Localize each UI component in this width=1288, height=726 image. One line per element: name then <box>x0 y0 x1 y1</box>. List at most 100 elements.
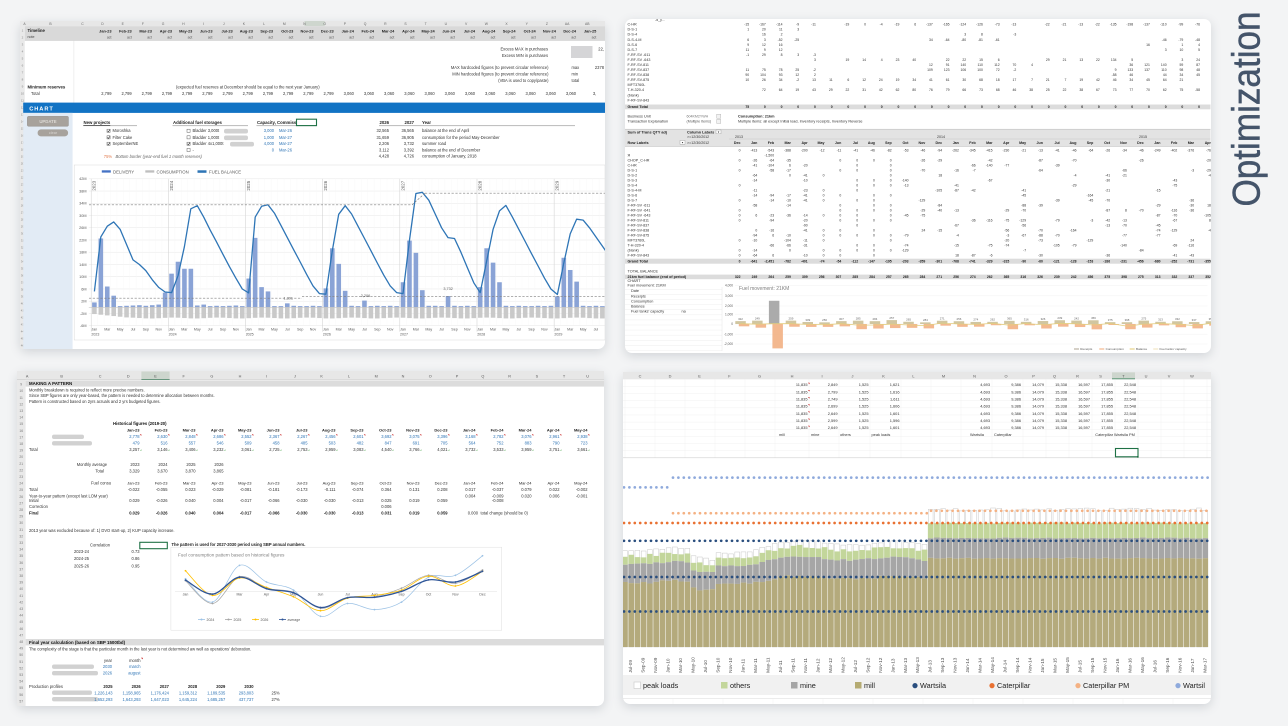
svg-text:723: 723 <box>580 440 588 445</box>
svg-text:4,000: 4,000 <box>725 283 733 287</box>
svg-text:24: 24 <box>879 78 883 82</box>
svg-text:C: C <box>81 22 84 26</box>
svg-text:326: 326 <box>1041 316 1046 320</box>
svg-text:604KM2YWH: 604KM2YWH <box>687 114 709 118</box>
svg-text:22: 22 <box>19 468 23 472</box>
svg-text:0: 0 <box>739 148 741 152</box>
svg-text:256: 256 <box>819 275 825 279</box>
svg-text:485: 485 <box>300 440 308 445</box>
svg-text:-140: -140 <box>1120 243 1127 247</box>
svg-text:Receipts: Receipts <box>1080 347 1092 351</box>
svg-text:Jun: Jun <box>835 141 841 145</box>
svg-text:0: 0 <box>271 147 274 152</box>
svg-text:0: 0 <box>873 203 875 207</box>
svg-text:-10: -10 <box>786 233 791 237</box>
svg-text:-29: -29 <box>1004 208 1009 212</box>
svg-text:May: May <box>579 327 586 331</box>
svg-text:-41: -41 <box>1055 148 1060 152</box>
svg-text:-3: -3 <box>813 52 816 56</box>
svg-text:-21: -21 <box>1061 22 1066 26</box>
svg-text:-94: -94 <box>937 148 942 152</box>
svg-text:309: 309 <box>802 275 808 279</box>
svg-text:0.019: 0.019 <box>409 510 420 515</box>
svg-text:29: 29 <box>1046 58 1050 62</box>
svg-text:10: 10 <box>20 91 24 95</box>
svg-text:3: 3 <box>814 58 816 62</box>
svg-text:14,079: 14,079 <box>1032 397 1044 402</box>
svg-text:Production profiles: Production profiles <box>29 684 63 689</box>
svg-text:0: 0 <box>856 183 858 187</box>
svg-text:2025-26: 2025-26 <box>74 563 90 568</box>
svg-text:(VBA is used to copy/paste): (VBA is used to copy/paste) <box>498 77 549 82</box>
svg-text:0: 0 <box>1148 105 1150 109</box>
svg-text:L: L <box>263 22 265 26</box>
svg-text:-73: -73 <box>995 22 1000 26</box>
svg-text:0: 0 <box>864 22 866 26</box>
svg-text:3,661: 3,661 <box>577 446 588 451</box>
svg-text:-41: -41 <box>803 193 808 197</box>
svg-text:0: 0 <box>839 233 841 237</box>
svg-text:Mar-27: Mar-27 <box>279 141 293 146</box>
svg-text:271: 271 <box>936 275 942 279</box>
svg-text:13: 13 <box>20 112 24 116</box>
svg-text:2M: 2M <box>81 299 86 303</box>
svg-text:-0.030: -0.030 <box>295 497 307 502</box>
svg-text:3,751: 3,751 <box>549 446 560 451</box>
svg-text:Wartsila: Wartsila <box>920 681 947 690</box>
svg-text:balance at the end of April: balance at the end of April <box>422 128 469 133</box>
svg-text:F: F <box>728 373 731 378</box>
svg-text:-104: -104 <box>784 238 791 242</box>
svg-text:D-S-4: D-S-4 <box>628 183 638 187</box>
svg-text:2,799: 2,799 <box>182 91 193 96</box>
svg-text:-231: -231 <box>1120 259 1127 263</box>
svg-text:-13: -13 <box>904 183 909 187</box>
svg-text:Caterpillar: Caterpillar <box>997 681 1031 690</box>
svg-text:-67: -67 <box>954 223 959 227</box>
svg-text:275: 275 <box>1138 275 1144 279</box>
svg-text:1: 1 <box>1181 42 1183 46</box>
svg-text:31: 31 <box>20 238 24 242</box>
svg-text:Jul: Jul <box>853 141 858 145</box>
svg-text:4,693: 4,693 <box>980 397 990 402</box>
svg-text:-80: -80 <box>961 37 966 41</box>
svg-text:Jan: Jan <box>400 327 406 331</box>
svg-text:-70: -70 <box>1122 223 1127 227</box>
svg-text:-0.017: -0.017 <box>239 497 251 502</box>
svg-text:22,548: 22,548 <box>1124 382 1136 387</box>
svg-text:K: K <box>242 22 245 26</box>
svg-text:68: 68 <box>996 88 1000 92</box>
svg-text:0: 0 <box>839 203 841 207</box>
svg-text:46: 46 <box>1113 78 1117 82</box>
svg-text:P: P <box>455 374 458 378</box>
svg-text:-129: -129 <box>1087 238 1094 242</box>
svg-text:Nov: Nov <box>155 327 162 331</box>
svg-text:285: 285 <box>856 316 861 320</box>
svg-text:-9: -9 <box>796 22 799 26</box>
svg-text:21: 21 <box>19 461 23 465</box>
svg-text:316: 316 <box>1020 275 1026 279</box>
svg-text:46: 46 <box>19 626 23 630</box>
svg-text:T: T <box>424 22 426 26</box>
svg-text:-7: -7 <box>973 168 976 172</box>
svg-text:0: 0 <box>873 243 875 247</box>
svg-text:Sep-12: Sep-12 <box>865 657 870 673</box>
svg-text:0: 0 <box>823 213 825 217</box>
svg-text:clear: clear <box>48 131 57 135</box>
svg-text:Jul-13: Jul-13 <box>928 660 933 673</box>
svg-text:66: 66 <box>962 88 966 92</box>
svg-text:2023-24: 2023-24 <box>74 549 90 554</box>
svg-text:25: 25 <box>20 196 24 200</box>
svg-text:0: 0 <box>823 198 825 202</box>
svg-text:44: 44 <box>1163 73 1167 77</box>
svg-text:T: T <box>562 374 565 378</box>
svg-text:13: 13 <box>19 409 23 413</box>
svg-text:Nov-11: Nov-11 <box>803 658 808 673</box>
svg-text:2026: 2026 <box>214 461 224 466</box>
svg-text:D-S-1: D-S-1 <box>628 168 638 172</box>
svg-text:0: 0 <box>890 168 892 172</box>
svg-text:0: 0 <box>856 243 858 247</box>
svg-text:3,533: 3,533 <box>493 446 504 451</box>
svg-text:68: 68 <box>979 78 983 82</box>
svg-text:-56: -56 <box>1021 223 1026 227</box>
svg-text:2024: 2024 <box>168 332 176 336</box>
